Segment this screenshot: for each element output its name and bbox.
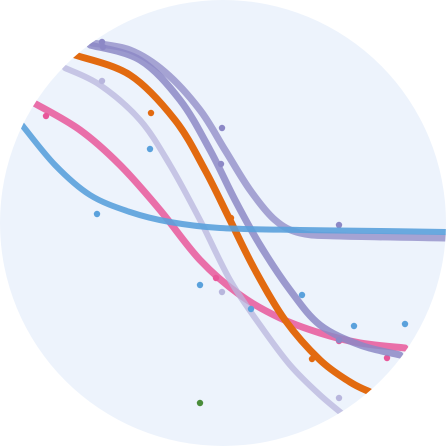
series-layer — [19, 38, 446, 423]
series-6-point-0 — [196, 399, 204, 407]
series-0-point-1 — [212, 274, 220, 282]
series-5 — [19, 122, 446, 330]
series-0-point-0 — [42, 112, 50, 120]
series-5-point-5 — [350, 322, 358, 330]
series-3-point-2 — [335, 394, 343, 402]
series-1-point-2 — [335, 221, 343, 229]
series-2-point-1 — [217, 160, 225, 168]
series-5-point-3 — [247, 305, 255, 313]
series-1 — [88, 38, 446, 242]
series-4-point-1 — [227, 214, 235, 222]
series-5-point-1 — [146, 145, 154, 153]
series-1-point-1 — [218, 124, 226, 132]
series-5-point-6 — [401, 320, 409, 328]
series-4-point-2 — [308, 355, 316, 363]
series-4-fit-line — [71, 51, 374, 396]
series-1-point-0 — [98, 38, 106, 46]
series-3-fit-line — [62, 65, 353, 423]
series-6 — [196, 399, 204, 407]
series-3-point-0 — [98, 77, 106, 85]
series-4-point-0 — [147, 109, 155, 117]
series-2-point-0 — [99, 43, 107, 51]
series-5-fit-line — [19, 122, 446, 235]
series-2-fit-line — [86, 41, 404, 359]
series-4 — [71, 51, 374, 396]
series-2-point-2 — [335, 336, 343, 344]
series-2 — [86, 41, 404, 359]
series-5-point-2 — [196, 281, 204, 289]
series-1-fit-line — [88, 39, 446, 242]
series-3 — [62, 65, 353, 423]
series-0-point-3 — [383, 354, 391, 362]
series-5-point-4 — [298, 291, 306, 299]
series-5-point-0 — [93, 210, 101, 218]
series-3-point-1 — [218, 288, 226, 296]
